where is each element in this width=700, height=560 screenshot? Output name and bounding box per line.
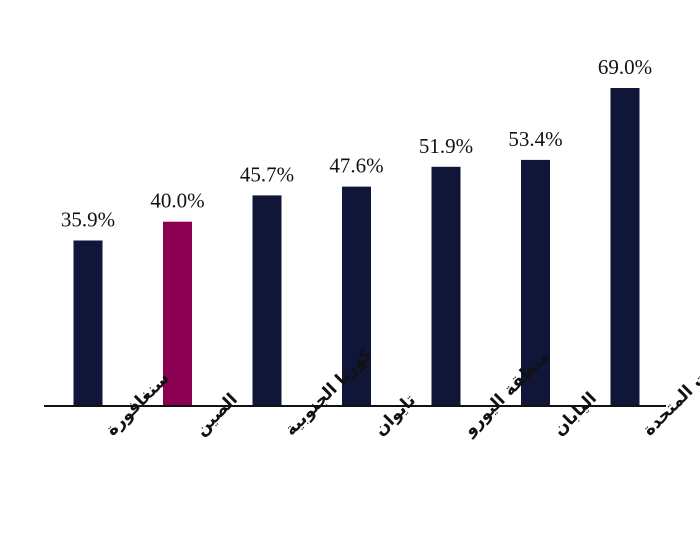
value-label-6: 69.0%	[598, 55, 652, 79]
category-label-1: الصين	[191, 390, 241, 440]
category-label-5: اليابان	[549, 389, 600, 440]
category-label-0: سنغافورة	[102, 368, 174, 440]
bar-1	[163, 221, 192, 406]
bar-2	[252, 195, 282, 406]
value-label-5: 53.4%	[508, 127, 562, 151]
bar-3	[342, 186, 371, 406]
bar-4	[431, 166, 461, 406]
value-label-0: 35.9%	[61, 208, 115, 232]
value-label-4: 51.9%	[419, 134, 473, 158]
bar-6	[610, 88, 640, 406]
value-label-3: 47.6%	[329, 154, 383, 178]
bar-5	[521, 159, 550, 406]
category-label-3: تايوان	[370, 390, 420, 440]
category-label-6: الولايات المتحدة	[639, 331, 700, 440]
bar-0	[73, 240, 103, 406]
value-labels-group: 35.9% 40.0% 45.7% 47.6% 51.9% 53.4% 69.0%	[61, 55, 652, 232]
value-label-2: 45.7%	[240, 162, 294, 186]
value-label-1: 40.0%	[150, 189, 204, 213]
bars-group	[73, 88, 640, 406]
